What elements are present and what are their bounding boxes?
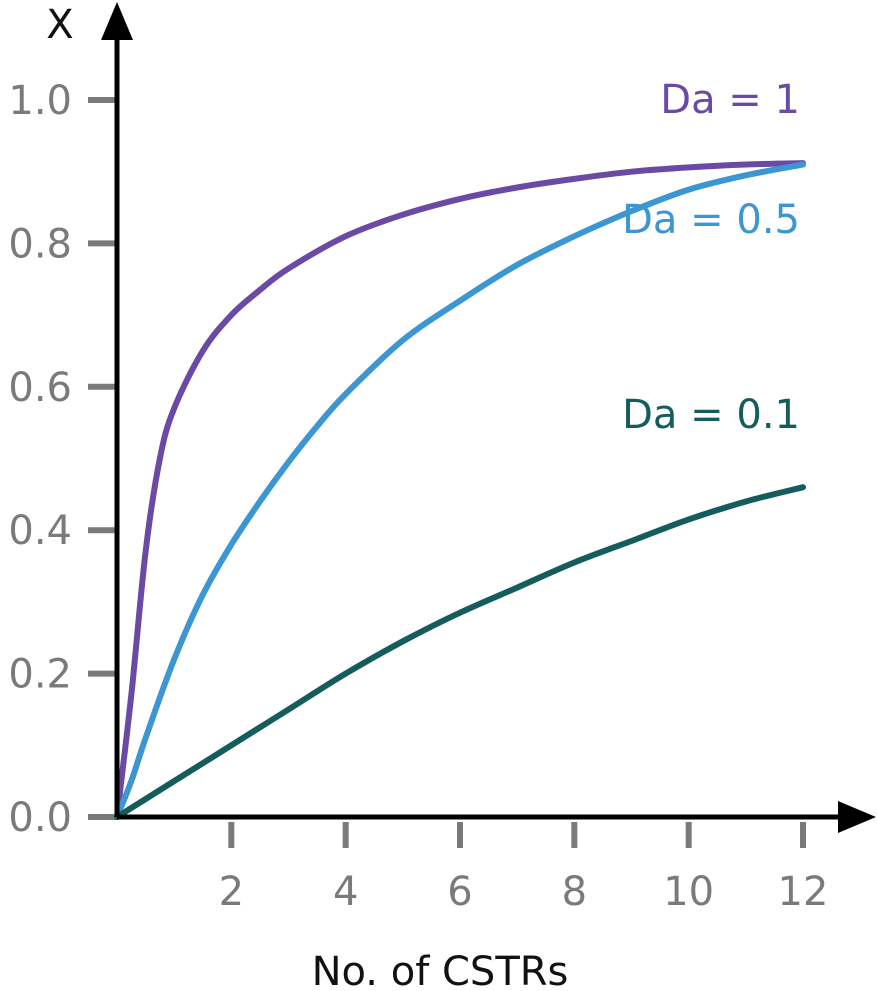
series-line [114, 484, 806, 820]
series-labels: Da = 1 Da = 0.5 Da = 0.1 [622, 77, 800, 438]
series-label: Da = 1 [660, 77, 800, 123]
series-line [114, 160, 806, 820]
x-axis-title: No. of CSTRs [312, 949, 569, 991]
y-tick-label: 1.0 [8, 78, 72, 124]
y-axis-title: X [46, 2, 73, 48]
axes [101, 2, 876, 833]
y-tick-label: 0.6 [8, 365, 72, 411]
x-tick-label: 2 [219, 869, 244, 915]
y-axis-arrow [101, 2, 133, 40]
x-tick-label: 8 [562, 869, 587, 915]
series-group [114, 160, 806, 820]
y-tick-label: 0.0 [8, 795, 72, 841]
x-tick-group: 2 4 6 8 10 12 [219, 822, 829, 915]
y-tick-label: 0.4 [8, 508, 72, 554]
series-label: Da = 0.1 [622, 392, 800, 438]
x-axis-arrow [838, 801, 876, 833]
x-tick-label: 6 [447, 869, 472, 915]
x-tick-label: 10 [663, 869, 714, 915]
x-tick-label: 4 [333, 869, 358, 915]
series-line [114, 161, 806, 820]
y-tick-group: 0.0 0.2 0.4 0.6 0.8 1.0 [8, 78, 117, 841]
series-label: Da = 0.5 [622, 197, 800, 243]
x-tick-label: 12 [778, 869, 829, 915]
y-tick-label: 0.2 [8, 652, 72, 698]
y-tick-label: 0.8 [8, 221, 72, 267]
